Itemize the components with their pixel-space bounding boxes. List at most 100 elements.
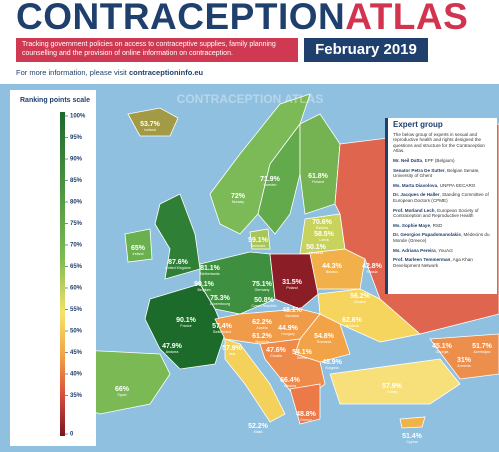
country-value: 71.9% — [260, 176, 281, 183]
cyprus — [399, 416, 426, 429]
country-name: Denmark — [251, 244, 266, 248]
poland — [269, 253, 319, 310]
expert-member: Ms. Marta Diavolova, UNFPA EECARO — [393, 183, 492, 189]
country-value: 53.7% — [140, 121, 161, 128]
country-value: 48.1% — [282, 307, 303, 314]
expert-name: Prof. Marleen Temmerman — [393, 257, 451, 263]
country-name: Italy — [229, 352, 236, 356]
country-name: Romania — [317, 340, 331, 344]
country-name: Croatia — [270, 354, 282, 358]
country-value: 90.1% — [176, 317, 197, 324]
country-value: 44.3% — [322, 263, 343, 270]
country-value: 54.1% — [292, 349, 313, 356]
expert-affiliation: , UNFPA EECARO — [437, 182, 476, 188]
expert-affiliation: , YouAct — [435, 247, 453, 253]
country-name: Hungary — [281, 332, 295, 336]
turkey — [329, 358, 461, 405]
country-value: 54.8% — [314, 333, 335, 340]
country-name: Ukraine — [354, 300, 366, 304]
info-text: For more information, please visit — [16, 68, 127, 77]
country-name: Greece — [300, 418, 312, 422]
country-value: 51.7% — [472, 343, 493, 350]
country-name: United Kingdom — [165, 266, 191, 270]
country-name: Azerbaijan — [474, 350, 491, 354]
title-part: ATLAS — [345, 0, 469, 37]
scale-tick-label: 80% — [70, 200, 83, 206]
france — [144, 283, 226, 370]
expert-list: Mr. Neil Datta, EPF (Belgium) Senator Pet… — [393, 158, 492, 268]
expert-name: Dr. Jacques de Haller — [393, 192, 440, 198]
scale-tick-label: 65% — [70, 264, 83, 270]
scale-tick-label: 60% — [70, 286, 83, 292]
country-value: 87.6% — [168, 259, 189, 266]
date: February 2019 — [304, 38, 428, 62]
country-value: 66.4% — [280, 377, 301, 384]
country-value: 66% — [115, 386, 130, 393]
scale-tick-label: 40% — [70, 372, 83, 378]
country-value: 52.2% — [248, 423, 269, 430]
country-name: Austria — [256, 326, 267, 330]
country-value: 61.8% — [308, 173, 329, 180]
expert-name: Ms. Marta Diavolova — [393, 182, 438, 188]
expert-affiliation: , EPF (Belgium) — [422, 157, 455, 163]
scale-tick-label: 95% — [70, 135, 83, 141]
country-name: Slovakia — [285, 314, 299, 318]
country-value: 57.4% — [212, 323, 233, 330]
expert-name: Ms. Sophie Maye — [393, 222, 431, 228]
info-line: For more information, please visit contr… — [16, 68, 203, 77]
expert-name: Mr. Neil Datta — [393, 157, 423, 163]
country-value: 50.8% — [254, 297, 275, 304]
country-name: Georgia — [436, 350, 449, 354]
scale-tick-label: 70% — [70, 243, 83, 249]
expert-member: Prof. Morland Lech, European Society of … — [393, 208, 492, 219]
expert-affiliation: , Médecins du Monde (Greece) — [393, 232, 490, 243]
country-name: France — [180, 324, 191, 328]
country-name: Serbia — [297, 356, 307, 360]
country-name: Russia — [367, 270, 378, 274]
country-value: 90.1% — [194, 281, 215, 288]
scale-tick-label: 45% — [70, 350, 83, 356]
expert-member: Dr. Jacques de Haller, Standing Committe… — [393, 192, 492, 203]
watermark: CONTRACEPTION ATLAS — [177, 92, 324, 106]
country-value: 81.1% — [200, 265, 221, 272]
ireland — [124, 228, 153, 263]
country-name: Slovenia — [255, 340, 269, 344]
scale-tick-label: 35% — [70, 393, 83, 399]
expert-intro: The below group of experts in sexual and… — [393, 131, 485, 154]
country-value: 57.9% — [222, 345, 243, 352]
caucasus — [429, 333, 499, 380]
expert-member: Senator Petra De Sutter, Belgian Senate,… — [393, 168, 492, 179]
country-name: Netherlands — [200, 272, 220, 276]
expert-name: Ms. Adriana Pereira — [393, 247, 436, 253]
country-value: 57.9% — [382, 383, 403, 390]
iceland — [127, 107, 179, 137]
expert-name: Dr. Georgios Papadomanolakis — [393, 232, 461, 238]
country-value: 44.9% — [278, 325, 299, 332]
country-value: 47.9% — [162, 343, 183, 350]
country-name: Lithuania — [309, 251, 324, 255]
country-value: 48.9% — [322, 359, 343, 366]
country-name: Estonia — [316, 226, 328, 230]
country-value: 70.6% — [312, 219, 333, 226]
greece — [289, 383, 321, 425]
country-name: Albania — [284, 384, 296, 388]
country-name: Spain — [117, 393, 126, 397]
country-name: Norway — [232, 200, 244, 204]
country-name: Poland — [286, 286, 297, 290]
country-value: 65% — [131, 245, 146, 252]
country-name: Switzerland — [213, 330, 232, 334]
title: CONTRACEPTIONATLAS — [16, 0, 468, 38]
country-name: Iceland — [144, 128, 156, 132]
info-link[interactable]: contraceptioninfo.eu — [128, 68, 204, 77]
expert-member: Ms. Sophie Maye, RSD — [393, 223, 492, 229]
country-value: 48.8% — [296, 411, 317, 418]
country-value: 62.6% — [342, 317, 363, 324]
expert-member: Mr. Neil Datta, EPF (Belgium) — [393, 158, 492, 164]
country-value: 61.2% — [252, 333, 273, 340]
expert-name: Prof. Morland Lech — [393, 207, 435, 213]
country-name: Belarus — [326, 270, 338, 274]
country-name: Malta — [254, 430, 263, 434]
expert-affiliation: , European Society of Contraception and … — [393, 207, 479, 219]
country-value: 51.4% — [402, 433, 423, 440]
